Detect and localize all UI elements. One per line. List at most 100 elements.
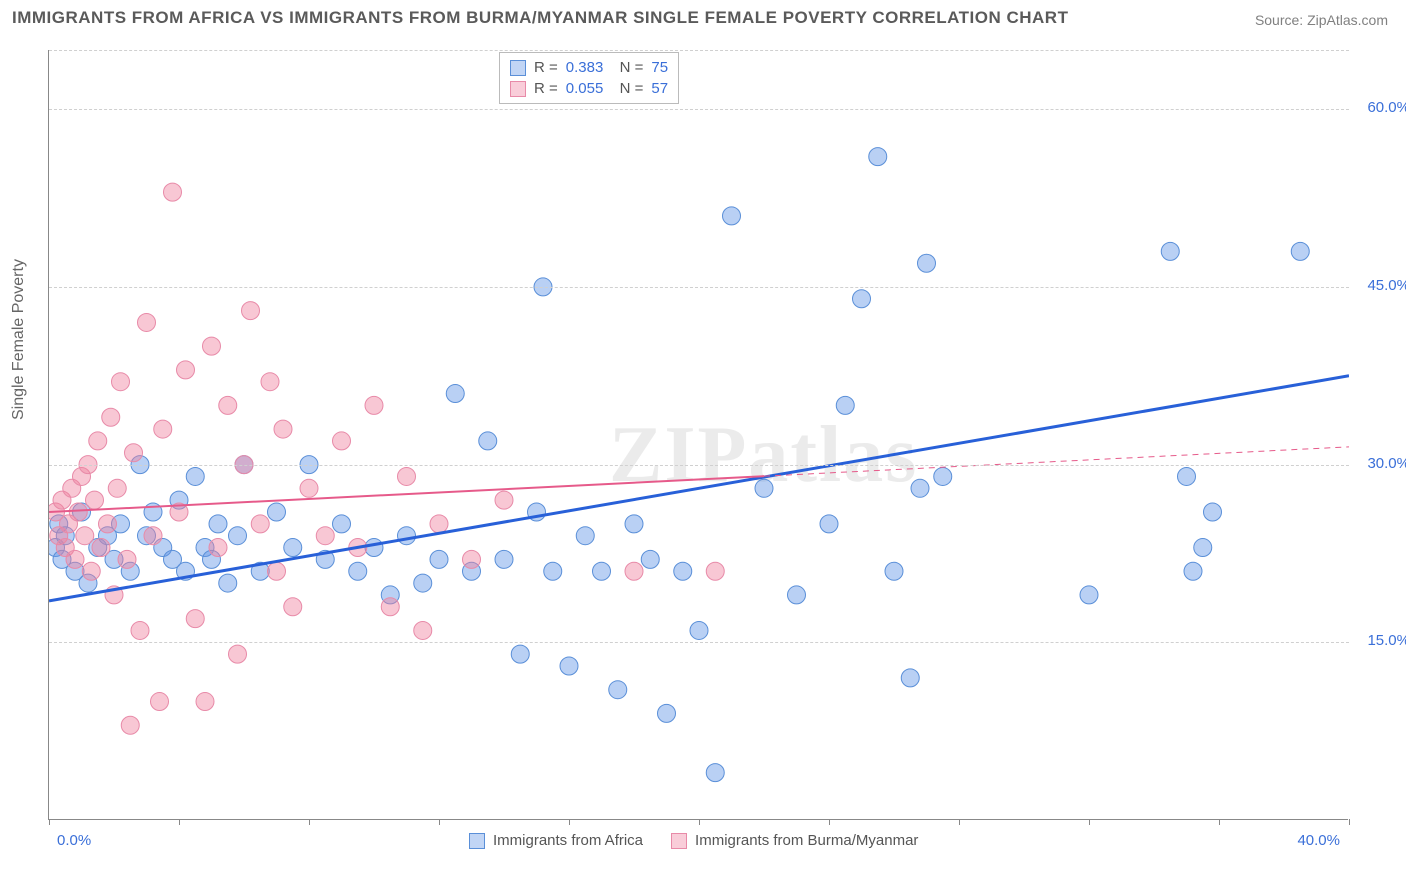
legend-row-pink: R = 0.055 N = 57: [510, 78, 668, 99]
scatter-point: [869, 148, 887, 166]
scatter-point: [349, 562, 367, 580]
scatter-point: [414, 621, 432, 639]
x-tick-mark: [1219, 819, 1220, 825]
scatter-point: [414, 574, 432, 592]
scatter-point: [885, 562, 903, 580]
scatter-point: [196, 693, 214, 711]
legend-swatch-pink: [510, 81, 526, 97]
y-tick-label: 15.0%: [1367, 632, 1406, 649]
x-tick-mark: [49, 819, 50, 825]
scatter-point: [102, 408, 120, 426]
x-tick-mark: [1349, 819, 1350, 825]
scatter-point: [690, 621, 708, 639]
y-axis-label: Single Female Poverty: [10, 259, 28, 420]
scatter-point: [1161, 242, 1179, 260]
regression-line: [49, 376, 1349, 601]
scatter-point: [274, 420, 292, 438]
scatter-point: [1194, 539, 1212, 557]
scatter-point: [154, 420, 172, 438]
scatter-point: [121, 716, 139, 734]
legend-n-pink: 57: [651, 80, 668, 97]
scatter-point: [316, 527, 334, 545]
scatter-point: [511, 645, 529, 663]
scatter-point: [300, 479, 318, 497]
legend-n-label: N =: [611, 59, 643, 76]
scatter-point: [268, 503, 286, 521]
scatter-point: [836, 396, 854, 414]
x-tick-mark: [1089, 819, 1090, 825]
x-tick-mark: [309, 819, 310, 825]
scatter-point: [125, 444, 143, 462]
scatter-point: [177, 361, 195, 379]
scatter-point: [398, 467, 416, 485]
scatter-point: [430, 515, 448, 533]
scatter-point: [229, 645, 247, 663]
legend-swatch-blue: [510, 60, 526, 76]
scatter-point: [479, 432, 497, 450]
x-tick-mark: [829, 819, 830, 825]
scatter-point: [251, 515, 269, 533]
plot-svg: [49, 50, 1349, 820]
legend-r-blue: 0.383: [566, 59, 604, 76]
scatter-point: [495, 550, 513, 568]
scatter-point: [151, 693, 169, 711]
gridline: [49, 465, 1349, 466]
scatter-point: [82, 562, 100, 580]
scatter-point: [284, 598, 302, 616]
scatter-point: [86, 491, 104, 509]
scatter-point: [1178, 467, 1196, 485]
scatter-point: [186, 467, 204, 485]
gridline: [49, 287, 1349, 288]
scatter-point: [203, 337, 221, 355]
legend-r-pink: 0.055: [566, 80, 604, 97]
scatter-point: [463, 550, 481, 568]
scatter-point: [219, 396, 237, 414]
scatter-point: [209, 539, 227, 557]
scatter-point: [495, 491, 513, 509]
legend-series: Immigrants from Africa Immigrants from B…: [469, 832, 918, 849]
scatter-point: [625, 562, 643, 580]
scatter-point: [89, 432, 107, 450]
scatter-point: [755, 479, 773, 497]
scatter-point: [560, 657, 578, 675]
scatter-point: [268, 562, 286, 580]
legend-item-africa: Immigrants from Africa: [469, 832, 643, 849]
scatter-point: [131, 621, 149, 639]
scatter-point: [398, 527, 416, 545]
legend-n-label2: N =: [611, 80, 643, 97]
scatter-point: [609, 681, 627, 699]
scatter-point: [209, 515, 227, 533]
legend-swatch-blue-b: [469, 833, 485, 849]
scatter-point: [108, 479, 126, 497]
scatter-point: [365, 396, 383, 414]
scatter-point: [229, 527, 247, 545]
scatter-point: [446, 385, 464, 403]
x-axis-max: 40.0%: [1297, 832, 1340, 849]
scatter-point: [1204, 503, 1222, 521]
scatter-point: [641, 550, 659, 568]
scatter-point: [625, 515, 643, 533]
scatter-point: [706, 764, 724, 782]
legend-item-burma: Immigrants from Burma/Myanmar: [671, 832, 918, 849]
scatter-point: [76, 527, 94, 545]
chart-area: ZIPatlas R = 0.383 N = 75 R = 0.055 N = …: [48, 50, 1348, 820]
scatter-point: [112, 373, 130, 391]
scatter-point: [261, 373, 279, 391]
scatter-point: [576, 527, 594, 545]
scatter-point: [853, 290, 871, 308]
legend-n-blue: 75: [651, 59, 668, 76]
scatter-point: [820, 515, 838, 533]
scatter-point: [706, 562, 724, 580]
scatter-point: [901, 669, 919, 687]
scatter-point: [934, 467, 952, 485]
x-tick-mark: [959, 819, 960, 825]
scatter-point: [918, 254, 936, 272]
scatter-point: [544, 562, 562, 580]
scatter-point: [242, 302, 260, 320]
y-tick-label: 45.0%: [1367, 277, 1406, 294]
gridline: [49, 109, 1349, 110]
scatter-point: [723, 207, 741, 225]
scatter-point: [333, 432, 351, 450]
scatter-point: [430, 550, 448, 568]
legend-row-blue: R = 0.383 N = 75: [510, 57, 668, 78]
